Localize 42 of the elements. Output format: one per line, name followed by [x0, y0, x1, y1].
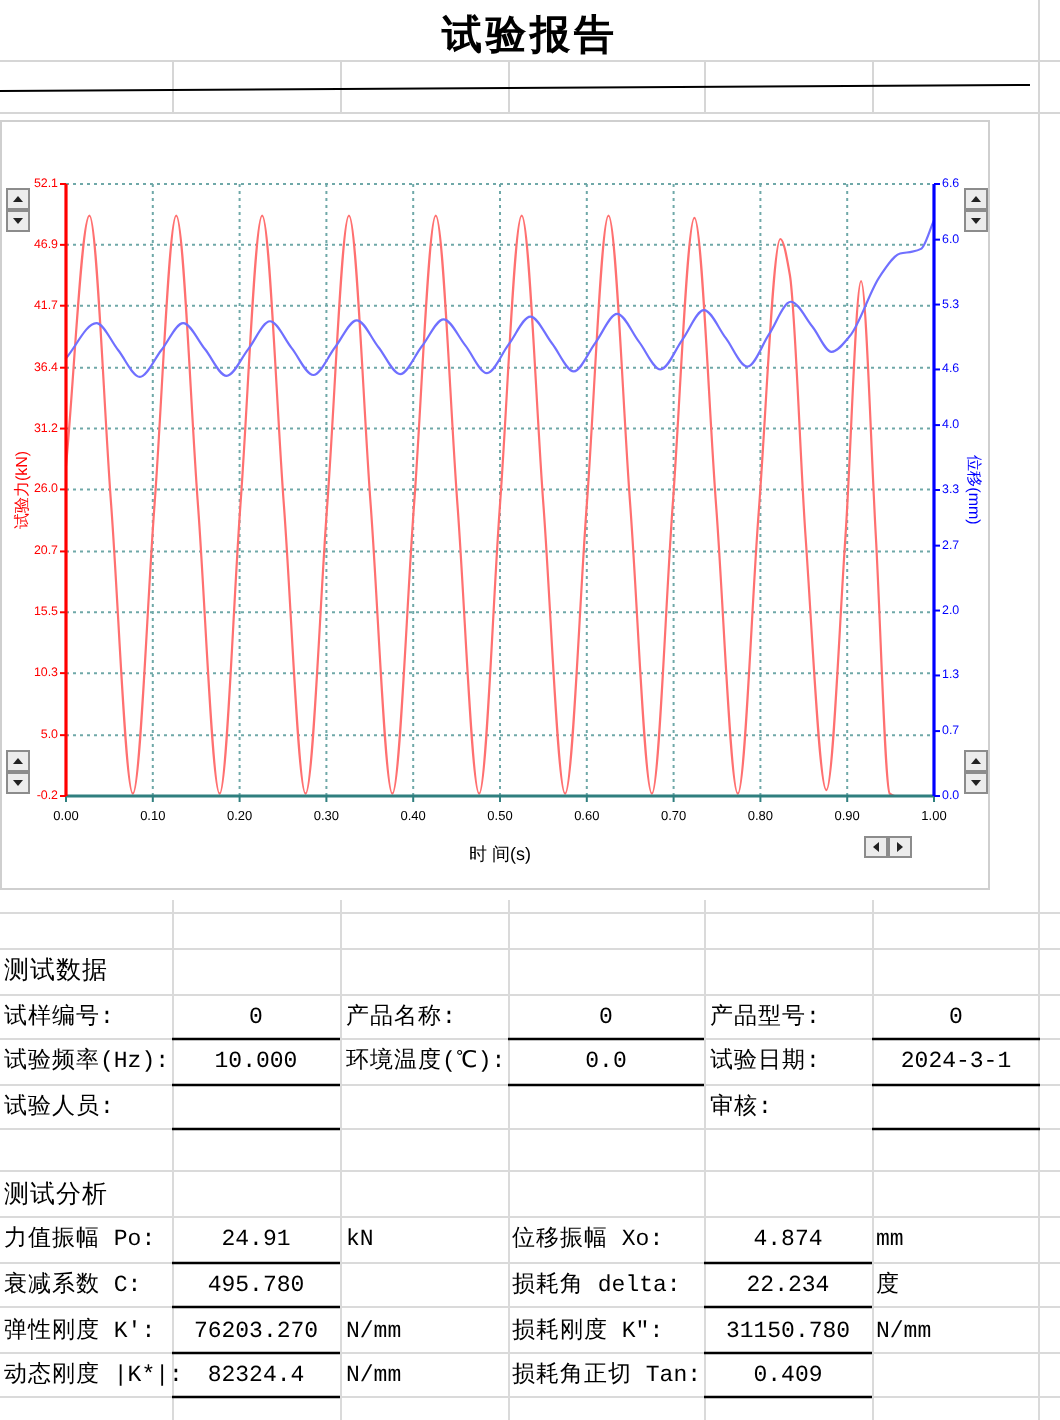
annotation: kN [346, 1227, 374, 1253]
annotation: mm [876, 1227, 904, 1253]
annotation: 弹性刚度 K': [4, 1319, 156, 1345]
annotation: 试样编号: [4, 1005, 114, 1031]
annotation: 产品名称: [346, 1005, 456, 1031]
y-axis-title: 试验力(kN) [13, 450, 31, 530]
annotation: 力值振幅 Po: [4, 1227, 156, 1253]
annotation: N/mm [346, 1363, 402, 1389]
section-heading: 测试数据 [4, 958, 108, 986]
annotation: 衰减系数 C: [4, 1273, 142, 1299]
annotation: 度 [876, 1273, 900, 1299]
annotation: 495.780 [207, 1273, 305, 1299]
annotation: 0.0 [585, 1049, 627, 1075]
annotation: 82324.4 [207, 1363, 305, 1389]
annotation: 0.409 [753, 1363, 823, 1389]
annotation: 审核: [710, 1095, 772, 1121]
annotation: 环境温度(℃): [346, 1049, 506, 1075]
annotation: 0 [949, 1005, 963, 1031]
annotation: 动态刚度 |K*|: [4, 1363, 183, 1389]
annotation: 试验频率(Hz): [4, 1049, 170, 1075]
annotation: N/mm [346, 1319, 402, 1345]
annotation: 4.874 [753, 1227, 823, 1253]
section-heading: 测试分析 [4, 1182, 108, 1210]
annotation: N/mm [876, 1319, 932, 1345]
annotation: 10.000 [214, 1049, 298, 1075]
annotation: 产品型号: [710, 1005, 820, 1031]
annotation: 位移振幅 Xo: [512, 1227, 664, 1253]
x-axis-title: 时 间(s) [469, 844, 531, 864]
annotation: 试验日期: [710, 1049, 820, 1075]
annotation: 损耗刚度 K": [512, 1319, 664, 1345]
annotation: 试验人员: [4, 1095, 114, 1121]
y2-axis-title: 位移(mm) [965, 455, 983, 525]
annotation: 22.234 [746, 1273, 830, 1299]
title: 试验报告 [442, 14, 618, 58]
annotation: 76203.270 [193, 1319, 319, 1345]
annotation: 损耗角 delta: [512, 1273, 681, 1299]
annotation: 24.91 [221, 1227, 291, 1253]
annotation: 31150.780 [725, 1319, 851, 1345]
annotation: 0 [249, 1005, 263, 1031]
annotation: 0 [599, 1005, 613, 1031]
annotation: 损耗角正切 Tan: [512, 1363, 702, 1389]
annotation: 2024-3-1 [900, 1049, 1012, 1075]
